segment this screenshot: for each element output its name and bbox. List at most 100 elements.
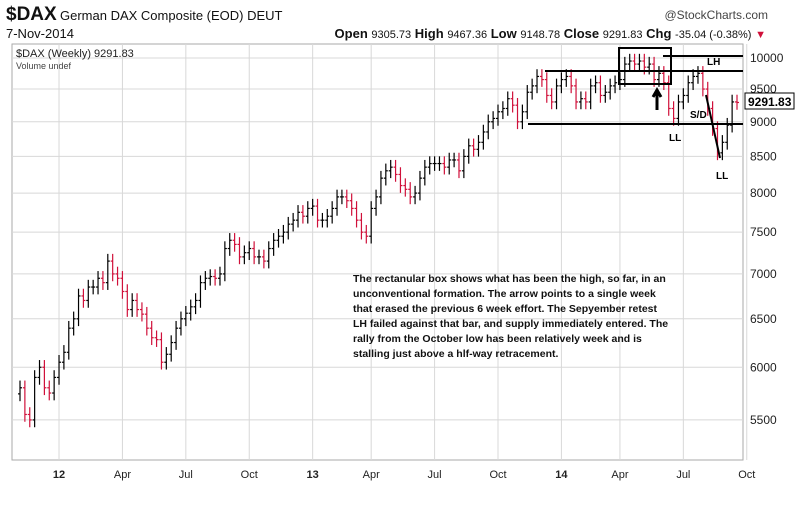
ohlc-bar xyxy=(213,269,218,286)
ohlc-bar xyxy=(427,156,432,175)
ohlc-bar xyxy=(574,78,579,110)
ohlc-bar xyxy=(481,124,486,150)
ohlc-bar xyxy=(149,320,154,346)
ohlc-bar xyxy=(544,72,549,103)
chart-date: 7-Nov-2014 xyxy=(6,26,74,41)
ohlc-bar xyxy=(66,320,71,360)
ohlc-bar xyxy=(378,170,383,205)
high-box xyxy=(618,47,672,85)
ohlc-bar xyxy=(139,302,144,322)
label-lh: LH xyxy=(707,57,720,68)
low-value: 9148.78 xyxy=(520,29,561,41)
label-sd: S/D xyxy=(690,110,707,121)
ohlc-bar xyxy=(598,75,603,103)
x-tick-label: Jul xyxy=(428,469,442,481)
ohlc-bar xyxy=(115,266,120,286)
ohlc-bar xyxy=(613,75,618,94)
ohlc-bar xyxy=(735,94,739,110)
ohlc-bar xyxy=(539,69,544,87)
ohlc-bar xyxy=(159,332,164,370)
ohlc-bar xyxy=(676,94,681,126)
ohlc-bar xyxy=(730,94,735,133)
symbol: $DAX xyxy=(6,4,57,25)
ohlc-bar xyxy=(447,152,452,175)
ohlc-bar xyxy=(310,198,315,216)
ohlc-bar xyxy=(37,360,42,385)
ohlc-bar xyxy=(530,78,535,100)
ohlc-bar xyxy=(559,72,564,94)
y-tick-label: 7000 xyxy=(750,267,777,281)
y-tick-label: 6500 xyxy=(750,312,777,326)
ohlc-bar xyxy=(276,228,281,248)
y-tick-label: 8500 xyxy=(750,149,777,163)
ohlc-bar xyxy=(198,275,203,308)
x-tick-label: Jul xyxy=(676,469,690,481)
ohlc-bar xyxy=(359,212,364,240)
ohlc-bar xyxy=(144,306,149,336)
price-stats: Open 9305.73 High 9467.36 Low 9148.78 Cl… xyxy=(335,26,766,41)
ohlc-bar xyxy=(398,167,403,193)
ohlc-bar xyxy=(349,193,354,216)
ohlc-bar xyxy=(169,335,174,362)
ohlc-bar xyxy=(325,209,330,228)
ohlc-bar xyxy=(61,345,66,370)
x-tick-label: Oct xyxy=(241,469,258,481)
ohlc-bar xyxy=(681,88,686,110)
ohlc-bar xyxy=(403,178,408,197)
ohlc-bar xyxy=(686,75,691,103)
ohlc-bar xyxy=(374,189,379,216)
ohlc-bar xyxy=(578,91,583,110)
x-tick-label: 14 xyxy=(555,469,568,481)
ohlc-bar xyxy=(164,347,169,370)
ohlc-bar xyxy=(417,170,422,201)
ohlc-bar xyxy=(232,233,237,252)
ohlc-bar xyxy=(637,53,642,72)
ohlc-bar xyxy=(627,53,632,72)
ohlc-bar xyxy=(96,271,101,295)
ohlc-bar xyxy=(505,91,510,116)
ohlc-bar xyxy=(18,380,22,402)
ohlc-bar xyxy=(242,245,247,265)
ohlc-bar xyxy=(261,249,266,269)
ohlc-bar xyxy=(125,284,130,317)
ohlc-bar xyxy=(193,293,198,315)
ohlc-bar xyxy=(286,216,291,240)
x-tick-label: Apr xyxy=(611,469,628,481)
ohlc-bar xyxy=(491,111,496,130)
ohlc-bar xyxy=(76,288,81,327)
ohlc-bar xyxy=(227,233,232,256)
ohlc-bar xyxy=(57,355,62,385)
ohlc-bar xyxy=(603,85,608,103)
ohlc-bar xyxy=(281,224,286,244)
price-tag xyxy=(744,92,795,110)
ohlc-bar xyxy=(500,101,505,120)
ohlc-bar xyxy=(130,293,135,317)
x-tick-label: Apr xyxy=(114,469,131,481)
ohlc-bar xyxy=(222,241,227,282)
y-tick-label: 9000 xyxy=(750,115,777,129)
chg-label: Chg xyxy=(646,26,672,41)
ohlc-bar xyxy=(183,306,188,327)
y-tick-label: 8000 xyxy=(750,186,777,200)
ohlc-bar xyxy=(486,114,491,140)
ohlc-bar xyxy=(188,299,193,321)
ohlc-bar xyxy=(81,288,86,308)
x-tick-label: Apr xyxy=(363,469,380,481)
ohlc-bar xyxy=(720,135,725,161)
ohlc-bar xyxy=(564,69,569,87)
ohlc-bar xyxy=(91,279,96,295)
ohlc-bar xyxy=(110,253,115,282)
ohlc-bar xyxy=(266,241,271,269)
ohlc-bar xyxy=(593,75,598,94)
ohlc-bar xyxy=(105,253,110,290)
ohlc-bar xyxy=(569,69,574,94)
label-ll-2: LL xyxy=(716,171,728,182)
ohlc-bar xyxy=(437,156,442,171)
ohlc-bar xyxy=(364,224,369,244)
ohlc-bar xyxy=(247,241,252,260)
close-label: Close xyxy=(563,26,600,41)
ohlc-bar xyxy=(22,380,27,422)
ohlc-bar xyxy=(422,159,427,186)
security-name: German DAX Composite (EOD) DEUT xyxy=(60,8,283,23)
